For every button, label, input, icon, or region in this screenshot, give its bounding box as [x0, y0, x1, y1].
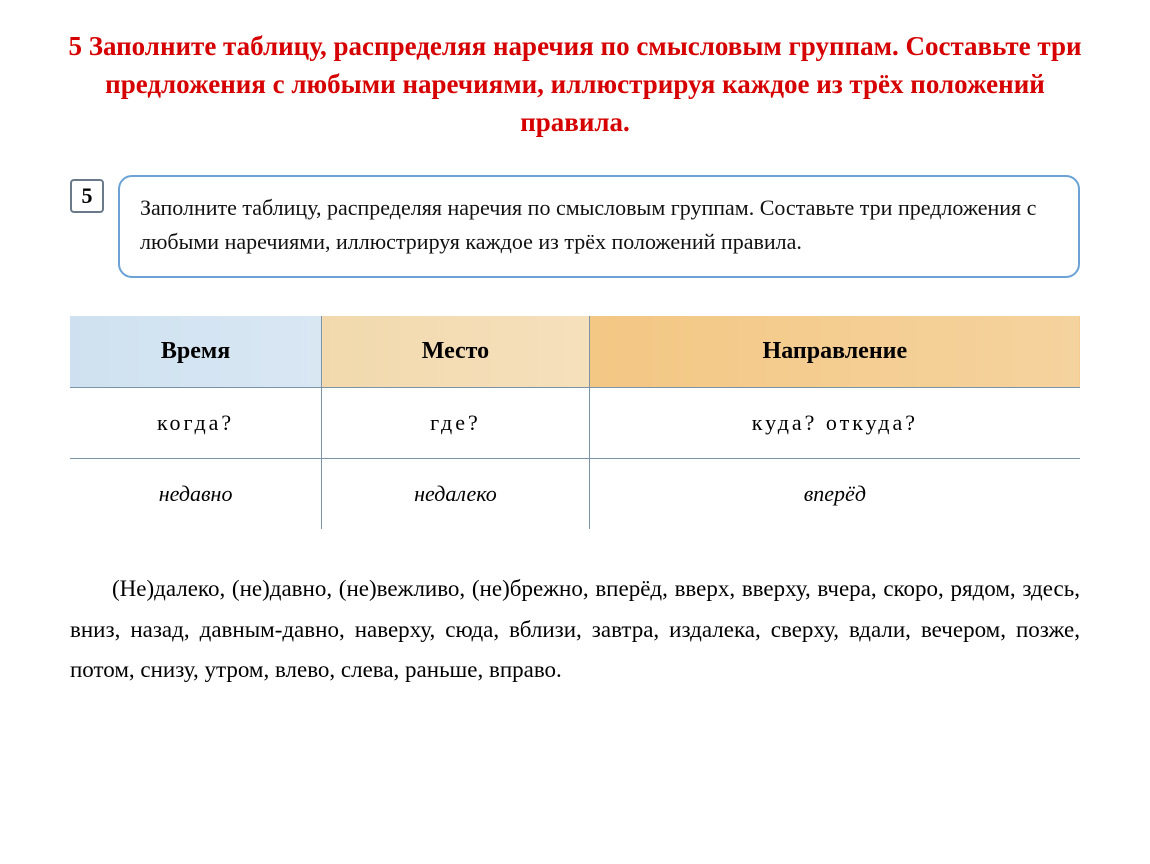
adverb-table: Время Место Направление когда? где? куда… — [70, 316, 1080, 529]
example-place: недалеко — [322, 458, 590, 529]
example-time: недавно — [70, 458, 322, 529]
header-time: Время — [70, 316, 322, 388]
header-place: Место — [322, 316, 590, 388]
example-direction: вперёд — [589, 458, 1080, 529]
table-questions-row: когда? где? куда? откуда? — [70, 387, 1080, 458]
table-header-row: Время Место Направление — [70, 316, 1080, 388]
question-place: где? — [322, 387, 590, 458]
header-direction: Направление — [589, 316, 1080, 388]
task-title: 5 Заполните таблицу, распределяя наречия… — [50, 28, 1100, 141]
question-direction: куда? откуда? — [589, 387, 1080, 458]
word-list: (Не)далеко, (не)давно, (не)вежливо, (не)… — [70, 569, 1080, 692]
word-list-text: (Не)далеко, (не)давно, (не)вежливо, (не)… — [70, 576, 1080, 683]
exercise-bubble: Заполните таблицу, распределяя наречия п… — [118, 175, 1080, 277]
exercise-row: 5 Заполните таблицу, распределяя наречия… — [50, 175, 1100, 277]
question-time: когда? — [70, 387, 322, 458]
table-examples-row: недавно недалеко вперёд — [70, 458, 1080, 529]
exercise-number-box: 5 — [70, 179, 104, 213]
